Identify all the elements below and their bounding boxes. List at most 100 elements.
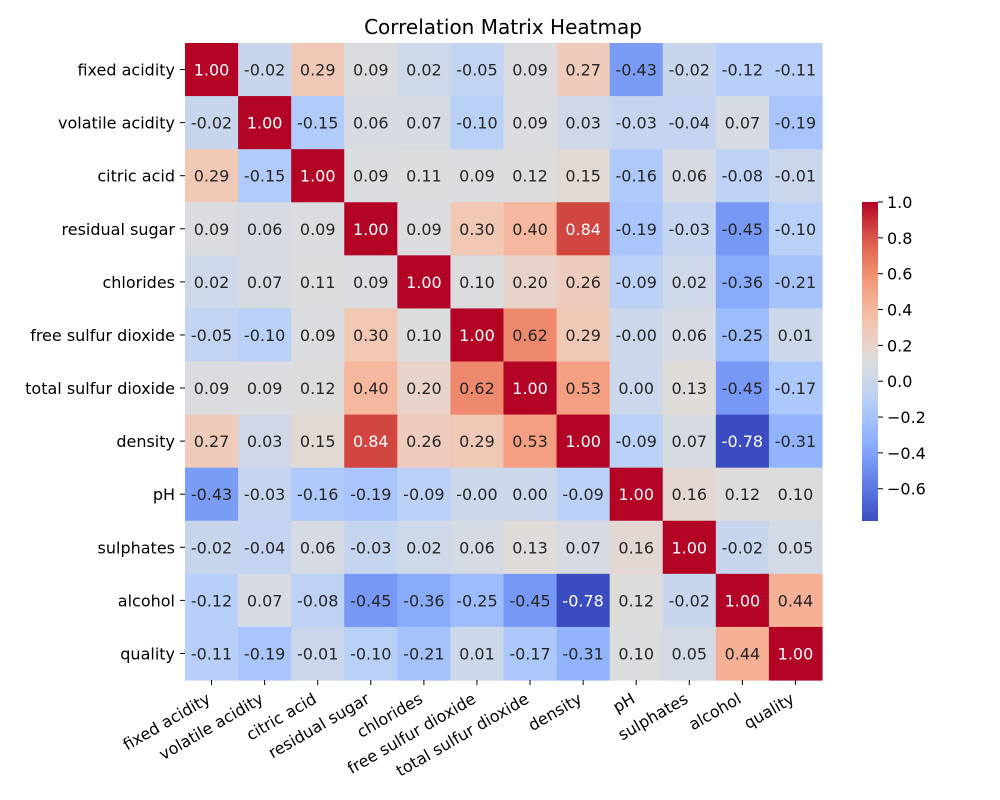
cell-value-label: 1.00 <box>565 432 601 451</box>
cell-value-label: 0.20 <box>512 273 548 292</box>
cell-value-label: 0.12 <box>725 485 761 504</box>
y-tick-label: alcohol <box>118 591 175 610</box>
heatmap-cell <box>768 573 823 628</box>
cell-value-label: 0.09 <box>353 273 389 292</box>
cell-value-label: 0.11 <box>300 273 336 292</box>
heatmap-cell <box>397 202 452 256</box>
heatmap-cell <box>344 414 398 469</box>
heatmap-cell <box>715 149 770 203</box>
colorbar-tick-label: 0.0 <box>887 372 912 391</box>
heatmap-cell <box>450 520 505 575</box>
heatmap-cell <box>768 361 823 416</box>
cell-value-label: -0.36 <box>722 273 763 292</box>
heatmap-cell <box>609 573 664 628</box>
cell-value-label: 1.00 <box>512 379 548 398</box>
heatmap-cell <box>450 202 505 256</box>
cell-value-label: 0.07 <box>725 114 761 133</box>
cell-value-label: 1.00 <box>618 485 654 504</box>
cell-value-label: 1.00 <box>778 644 814 663</box>
heatmap-cell <box>715 573 770 628</box>
heatmap-cell <box>238 149 292 203</box>
heatmap-cell <box>291 202 345 256</box>
cell-value-label: 0.01 <box>459 644 495 663</box>
heatmap-cell <box>715 520 770 575</box>
heatmap-cell <box>450 626 505 681</box>
heatmap-cell <box>344 361 398 416</box>
heatmap-cell <box>397 414 452 469</box>
heatmap-cell <box>185 467 239 522</box>
colorbar-tick-label: 0.4 <box>887 301 912 320</box>
cell-value-label: 0.06 <box>671 326 707 345</box>
colorbar-tick-label: −0.4 <box>887 444 926 463</box>
heatmap-cell <box>450 96 505 150</box>
heatmap-cell <box>503 308 558 363</box>
heatmap-cell <box>344 255 398 310</box>
cell-value-label: 0.06 <box>300 538 336 557</box>
heatmap-cell <box>662 96 717 150</box>
heatmap-cell <box>185 308 239 363</box>
heatmap-cell <box>662 573 717 628</box>
cell-value-label: -0.43 <box>191 485 232 504</box>
heatmap-cell <box>291 43 345 97</box>
cell-value-label: -0.09 <box>616 273 657 292</box>
heatmap-cell <box>768 43 823 97</box>
heatmap-cell <box>768 414 823 469</box>
heatmap-cell <box>556 308 611 363</box>
cell-value-label: 0.09 <box>194 379 230 398</box>
cell-value-label: 0.02 <box>671 273 707 292</box>
cell-value-label: -0.10 <box>775 220 816 239</box>
heatmap-cell <box>609 202 664 256</box>
cell-value-label: -0.43 <box>616 61 657 80</box>
colorbar-tick-label: 1.0 <box>887 193 912 212</box>
cell-value-label: -0.45 <box>722 379 763 398</box>
cell-value-label: 0.26 <box>406 432 442 451</box>
cell-value-label: -0.00 <box>456 485 497 504</box>
cell-value-label: -0.11 <box>191 644 232 663</box>
y-tick-label: quality <box>120 644 175 663</box>
heatmap-cell <box>344 308 398 363</box>
cell-value-label: -0.45 <box>722 220 763 239</box>
heatmap-cell <box>609 467 664 522</box>
cell-value-label: 0.09 <box>459 167 495 186</box>
cell-value-label: 0.09 <box>406 220 442 239</box>
heatmap-cell <box>185 149 239 203</box>
heatmap-cell <box>715 467 770 522</box>
heatmap-cell <box>185 520 239 575</box>
heatmap-cell <box>715 626 770 681</box>
cell-value-label: 0.29 <box>459 432 495 451</box>
cell-value-label: 0.40 <box>512 220 548 239</box>
heatmap-cell <box>397 520 452 575</box>
cell-value-label: 0.27 <box>565 61 601 80</box>
cell-value-label: -0.17 <box>509 644 550 663</box>
cell-value-label: 0.44 <box>725 644 761 663</box>
heatmap-cell <box>609 308 664 363</box>
cell-value-label: -0.11 <box>775 61 816 80</box>
heatmap-cell <box>344 43 398 97</box>
heatmap-cell <box>238 361 292 416</box>
heatmap-cell <box>344 96 398 150</box>
cell-value-label: 0.03 <box>565 114 601 133</box>
cell-value-label: 0.16 <box>671 485 707 504</box>
heatmap-cell <box>768 626 823 681</box>
heatmap-cell <box>238 414 292 469</box>
heatmap-cell <box>450 573 505 628</box>
heatmap-cell <box>503 149 558 203</box>
cell-value-label: 0.07 <box>406 114 442 133</box>
heatmap-cell <box>556 414 611 469</box>
heatmap-cell <box>397 43 452 97</box>
heatmap-cell <box>715 96 770 150</box>
cell-value-label: 0.07 <box>247 591 283 610</box>
heatmap-cell <box>397 573 452 628</box>
y-axis-labels: fixed acidity volatile acidity citric acid… <box>25 61 185 663</box>
cell-value-label: -0.02 <box>191 538 232 557</box>
heatmap-cell <box>344 520 398 575</box>
heatmap-cell <box>450 255 505 310</box>
cell-value-label: -0.02 <box>669 61 710 80</box>
heatmap-cell <box>556 255 611 310</box>
heatmap-cell <box>238 255 292 310</box>
heatmap-cell <box>662 626 717 681</box>
heatmap-cell <box>503 96 558 150</box>
cell-value-label: 0.12 <box>618 591 654 610</box>
heatmap-cell <box>238 573 292 628</box>
heatmap-cell <box>397 255 452 310</box>
